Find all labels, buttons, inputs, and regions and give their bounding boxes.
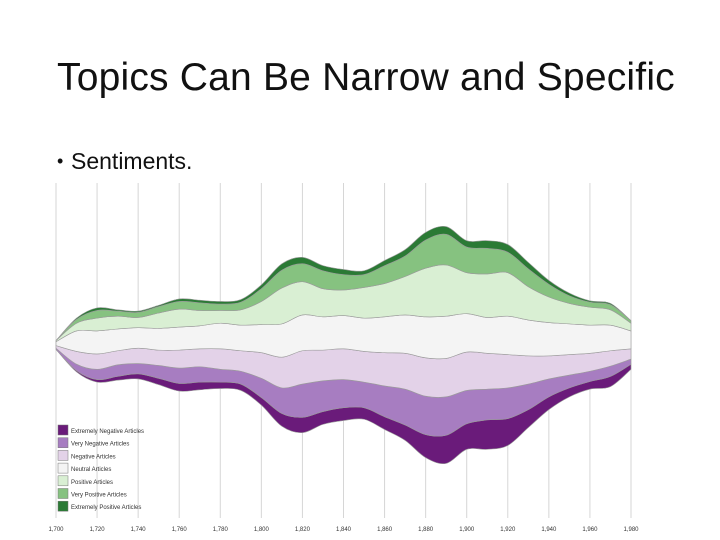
legend-label-6: Extremely Positive Articles (71, 505, 141, 511)
legend-swatch-1 (58, 438, 68, 448)
legend-label-5: Very Positive Articles (71, 493, 127, 499)
x-tick-label-1: 1,720 (90, 527, 106, 533)
legend-label-3: Neutral Articles (71, 467, 111, 473)
legend-swatch-3 (58, 463, 68, 473)
x-tick-label-14: 1,980 (623, 527, 639, 533)
x-tick-label-13: 1,960 (582, 527, 598, 533)
legend-swatch-2 (58, 450, 68, 460)
legend-label-0: Extremely Negative Articles (71, 429, 144, 435)
x-tick-label-8: 1,860 (377, 527, 393, 533)
legend-label-1: Very Negative Articles (71, 442, 129, 448)
x-tick-label-10: 1,900 (459, 527, 475, 533)
legend-swatch-5 (58, 489, 68, 499)
x-tick-label-0: 1,700 (48, 527, 64, 533)
x-tick-label-11: 1,920 (500, 527, 516, 533)
x-tick-label-5: 1,800 (254, 527, 270, 533)
x-axis: 1,700 1,720 1,740 1,760 1,780 1,800 1,820 1,840… (48, 527, 639, 533)
x-tick-label-6: 1,820 (295, 527, 311, 533)
legend-swatch-6 (58, 501, 68, 511)
x-tick-label-3: 1,760 (172, 527, 188, 533)
x-tick-label-2: 1,740 (131, 527, 147, 533)
x-tick-label-9: 1,880 (418, 527, 434, 533)
legend-label-4: Positive Articles (71, 480, 113, 486)
x-tick-label-7: 1,840 (336, 527, 352, 533)
legend-swatch-0 (58, 425, 68, 435)
legend-label-2: Negative Articles (71, 454, 116, 460)
legend: Extremely Negative Articles Very Negative… (58, 425, 144, 511)
x-tick-label-4: 1,780 (213, 527, 229, 533)
x-tick-label-12: 1,940 (541, 527, 557, 533)
legend-swatch-4 (58, 476, 68, 486)
